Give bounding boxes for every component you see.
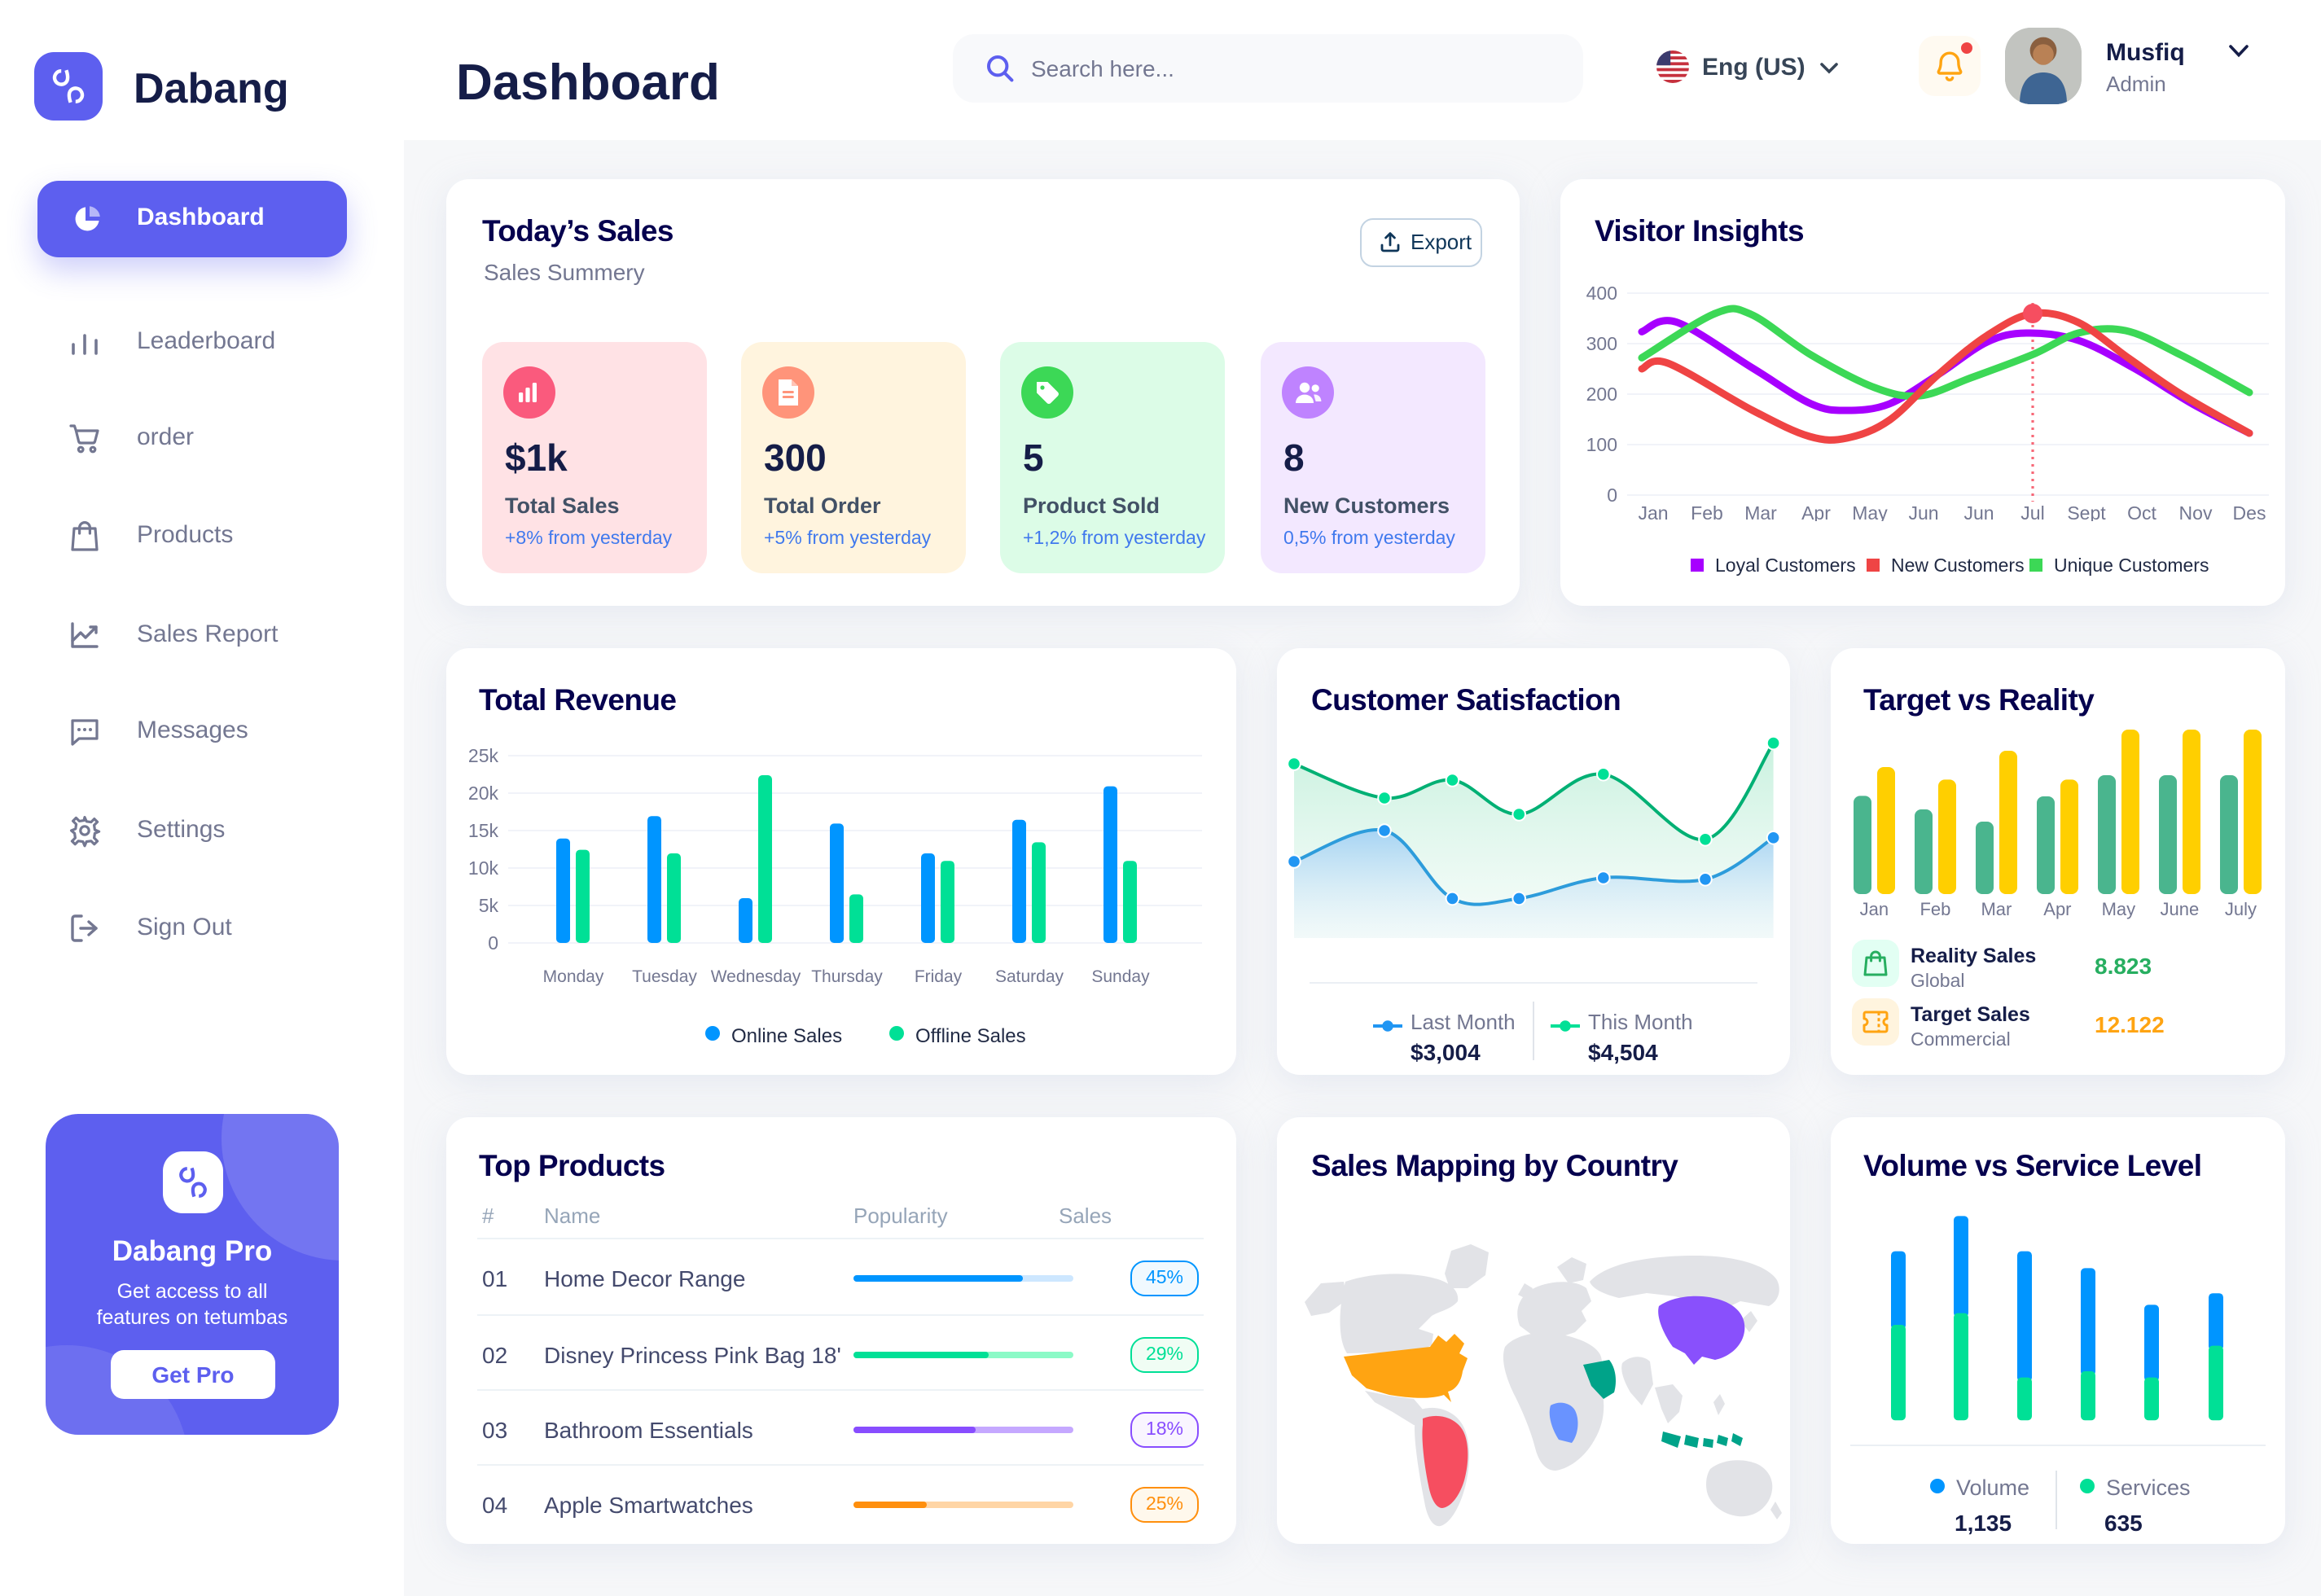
- svg-text:Mar: Mar: [1981, 899, 2012, 919]
- svg-text:Jan: Jan: [1860, 899, 1889, 919]
- svg-text:Apr: Apr: [2043, 899, 2071, 919]
- svg-text:Monday: Monday: [543, 967, 604, 986]
- svg-text:Sept: Sept: [2067, 502, 2106, 521]
- svg-text:25k: 25k: [468, 745, 499, 766]
- svg-text:May: May: [2102, 899, 2136, 919]
- svg-text:Jan: Jan: [1638, 502, 1668, 521]
- svg-text:Tuesday: Tuesday: [632, 967, 697, 986]
- svg-text:Feb: Feb: [1691, 502, 1723, 521]
- svg-text:Apr: Apr: [1801, 502, 1831, 521]
- svg-text:10k: 10k: [468, 857, 499, 879]
- svg-text:June: June: [2161, 899, 2200, 919]
- svg-text:Friday: Friday: [915, 967, 963, 986]
- svg-text:Wednesday: Wednesday: [711, 967, 801, 986]
- svg-text:Jul: Jul: [2020, 502, 2044, 521]
- svg-text:300: 300: [1586, 333, 1617, 354]
- svg-text:Des: Des: [2233, 502, 2266, 521]
- svg-text:Nov: Nov: [2179, 502, 2213, 521]
- svg-text:Jun: Jun: [1963, 502, 1994, 521]
- svg-text:Mar: Mar: [1744, 502, 1777, 521]
- svg-text:200: 200: [1586, 384, 1617, 405]
- svg-text:Feb: Feb: [1920, 899, 1950, 919]
- svg-text:Jun: Jun: [1908, 502, 1938, 521]
- svg-text:20k: 20k: [468, 783, 499, 804]
- svg-text:100: 100: [1586, 434, 1617, 455]
- svg-text:Oct: Oct: [2127, 502, 2156, 521]
- svg-text:400: 400: [1586, 283, 1617, 304]
- svg-text:5k: 5k: [479, 895, 499, 916]
- svg-text:Thursday: Thursday: [811, 967, 883, 986]
- svg-text:0: 0: [1607, 484, 1617, 506]
- svg-text:May: May: [1852, 502, 1888, 521]
- svg-text:15k: 15k: [468, 820, 499, 841]
- svg-text:Sunday: Sunday: [1091, 967, 1150, 986]
- svg-text:0: 0: [488, 932, 498, 954]
- svg-text:July: July: [2225, 899, 2257, 919]
- svg-text:Saturday: Saturday: [995, 967, 1064, 986]
